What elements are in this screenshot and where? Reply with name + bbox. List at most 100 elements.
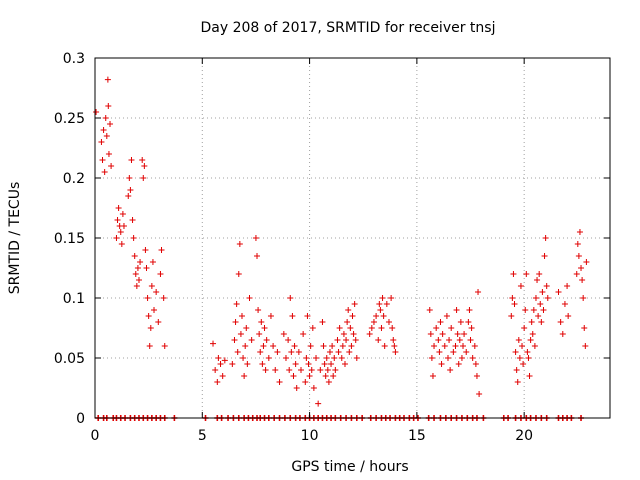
data-point: [238, 313, 245, 319]
data-point: [385, 319, 392, 325]
data-point: [134, 265, 141, 271]
data-point: [286, 367, 293, 373]
data-point: [142, 247, 149, 253]
data-point: [221, 357, 228, 364]
data-point: [276, 379, 283, 385]
data-point: [332, 367, 339, 373]
data-point: [378, 325, 385, 331]
data-point: [290, 373, 297, 379]
data-point: [262, 367, 269, 373]
data-point: [289, 313, 296, 319]
data-point: [555, 289, 562, 295]
data-point: [542, 235, 549, 241]
data-point: [469, 355, 476, 361]
data-point: [465, 319, 472, 325]
data-point: [307, 343, 314, 349]
data-point: [99, 157, 106, 163]
data-point: [130, 235, 137, 241]
x-tick-label: 10: [301, 428, 319, 444]
data-point: [270, 343, 277, 349]
data-point: [511, 301, 518, 307]
data-point: [305, 361, 312, 367]
data-point: [280, 331, 287, 337]
data-point: [259, 361, 266, 367]
data-point: [453, 307, 460, 313]
data-point: [510, 271, 517, 277]
y-tick-label: 0.2: [63, 171, 85, 187]
data-point: [265, 355, 272, 361]
data-point: [375, 337, 382, 343]
data-point: [298, 367, 304, 373]
data-point: [328, 361, 335, 367]
data-point: [145, 313, 152, 319]
data-point: [219, 373, 226, 379]
data-point: [583, 259, 590, 265]
data-point: [161, 343, 168, 349]
data-point: [338, 355, 345, 361]
data-point: [125, 193, 132, 199]
data-point: [242, 343, 249, 349]
data-point: [576, 229, 583, 235]
data-point: [258, 319, 265, 325]
data-point: [343, 337, 350, 343]
data-point: [575, 253, 582, 259]
data-point: [137, 259, 144, 265]
data-point: [579, 277, 586, 283]
data-point: [535, 313, 542, 319]
data-point: [522, 307, 529, 313]
data-point: [243, 325, 250, 331]
data-point: [581, 325, 588, 331]
data-point: [153, 289, 160, 295]
data-point: [376, 301, 383, 307]
data-point: [336, 325, 343, 331]
data-point: [541, 253, 548, 259]
data-point: [514, 379, 521, 385]
data-point: [539, 289, 546, 295]
data-point: [559, 331, 566, 337]
data-point: [345, 307, 352, 313]
data-point: [461, 331, 468, 337]
data-point: [392, 349, 399, 355]
data-point: [324, 367, 331, 373]
x-tick-label: 15: [408, 428, 426, 444]
data-point: [315, 400, 322, 407]
chart-title: Day 208 of 2017, SRMTID for receiver tns…: [201, 20, 496, 36]
data-point: [117, 229, 124, 235]
data-point: [128, 157, 135, 163]
data-point: [93, 109, 100, 115]
data-point: [108, 163, 115, 169]
data-point: [574, 241, 581, 247]
data-point: [148, 283, 155, 289]
data-point: [257, 349, 264, 355]
data-point: [427, 331, 434, 337]
data-point: [141, 163, 148, 169]
data-point: [370, 319, 377, 325]
data-point: [519, 343, 526, 349]
data-point: [557, 319, 564, 325]
data-point: [435, 337, 442, 343]
data-point: [234, 349, 241, 355]
data-point: [383, 301, 390, 307]
data-point: [149, 259, 156, 265]
data-point: [143, 265, 150, 271]
data-point: [323, 355, 330, 361]
data-point: [447, 367, 454, 373]
data-point: [139, 157, 146, 163]
data-point: [537, 301, 544, 307]
data-point: [308, 367, 315, 373]
data-point: [214, 379, 221, 385]
data-point: [467, 337, 474, 343]
data-point: [448, 325, 455, 331]
data-point: [217, 361, 224, 367]
data-point: [460, 343, 467, 349]
data-point: [101, 169, 108, 175]
x-tick-label: 20: [515, 428, 533, 444]
data-point: [244, 361, 251, 367]
data-point: [352, 337, 359, 343]
data-point: [300, 331, 307, 337]
data-point: [431, 343, 438, 349]
y-tick-label: 0: [76, 411, 85, 427]
data-point: [458, 355, 465, 361]
data-point: [540, 307, 547, 313]
